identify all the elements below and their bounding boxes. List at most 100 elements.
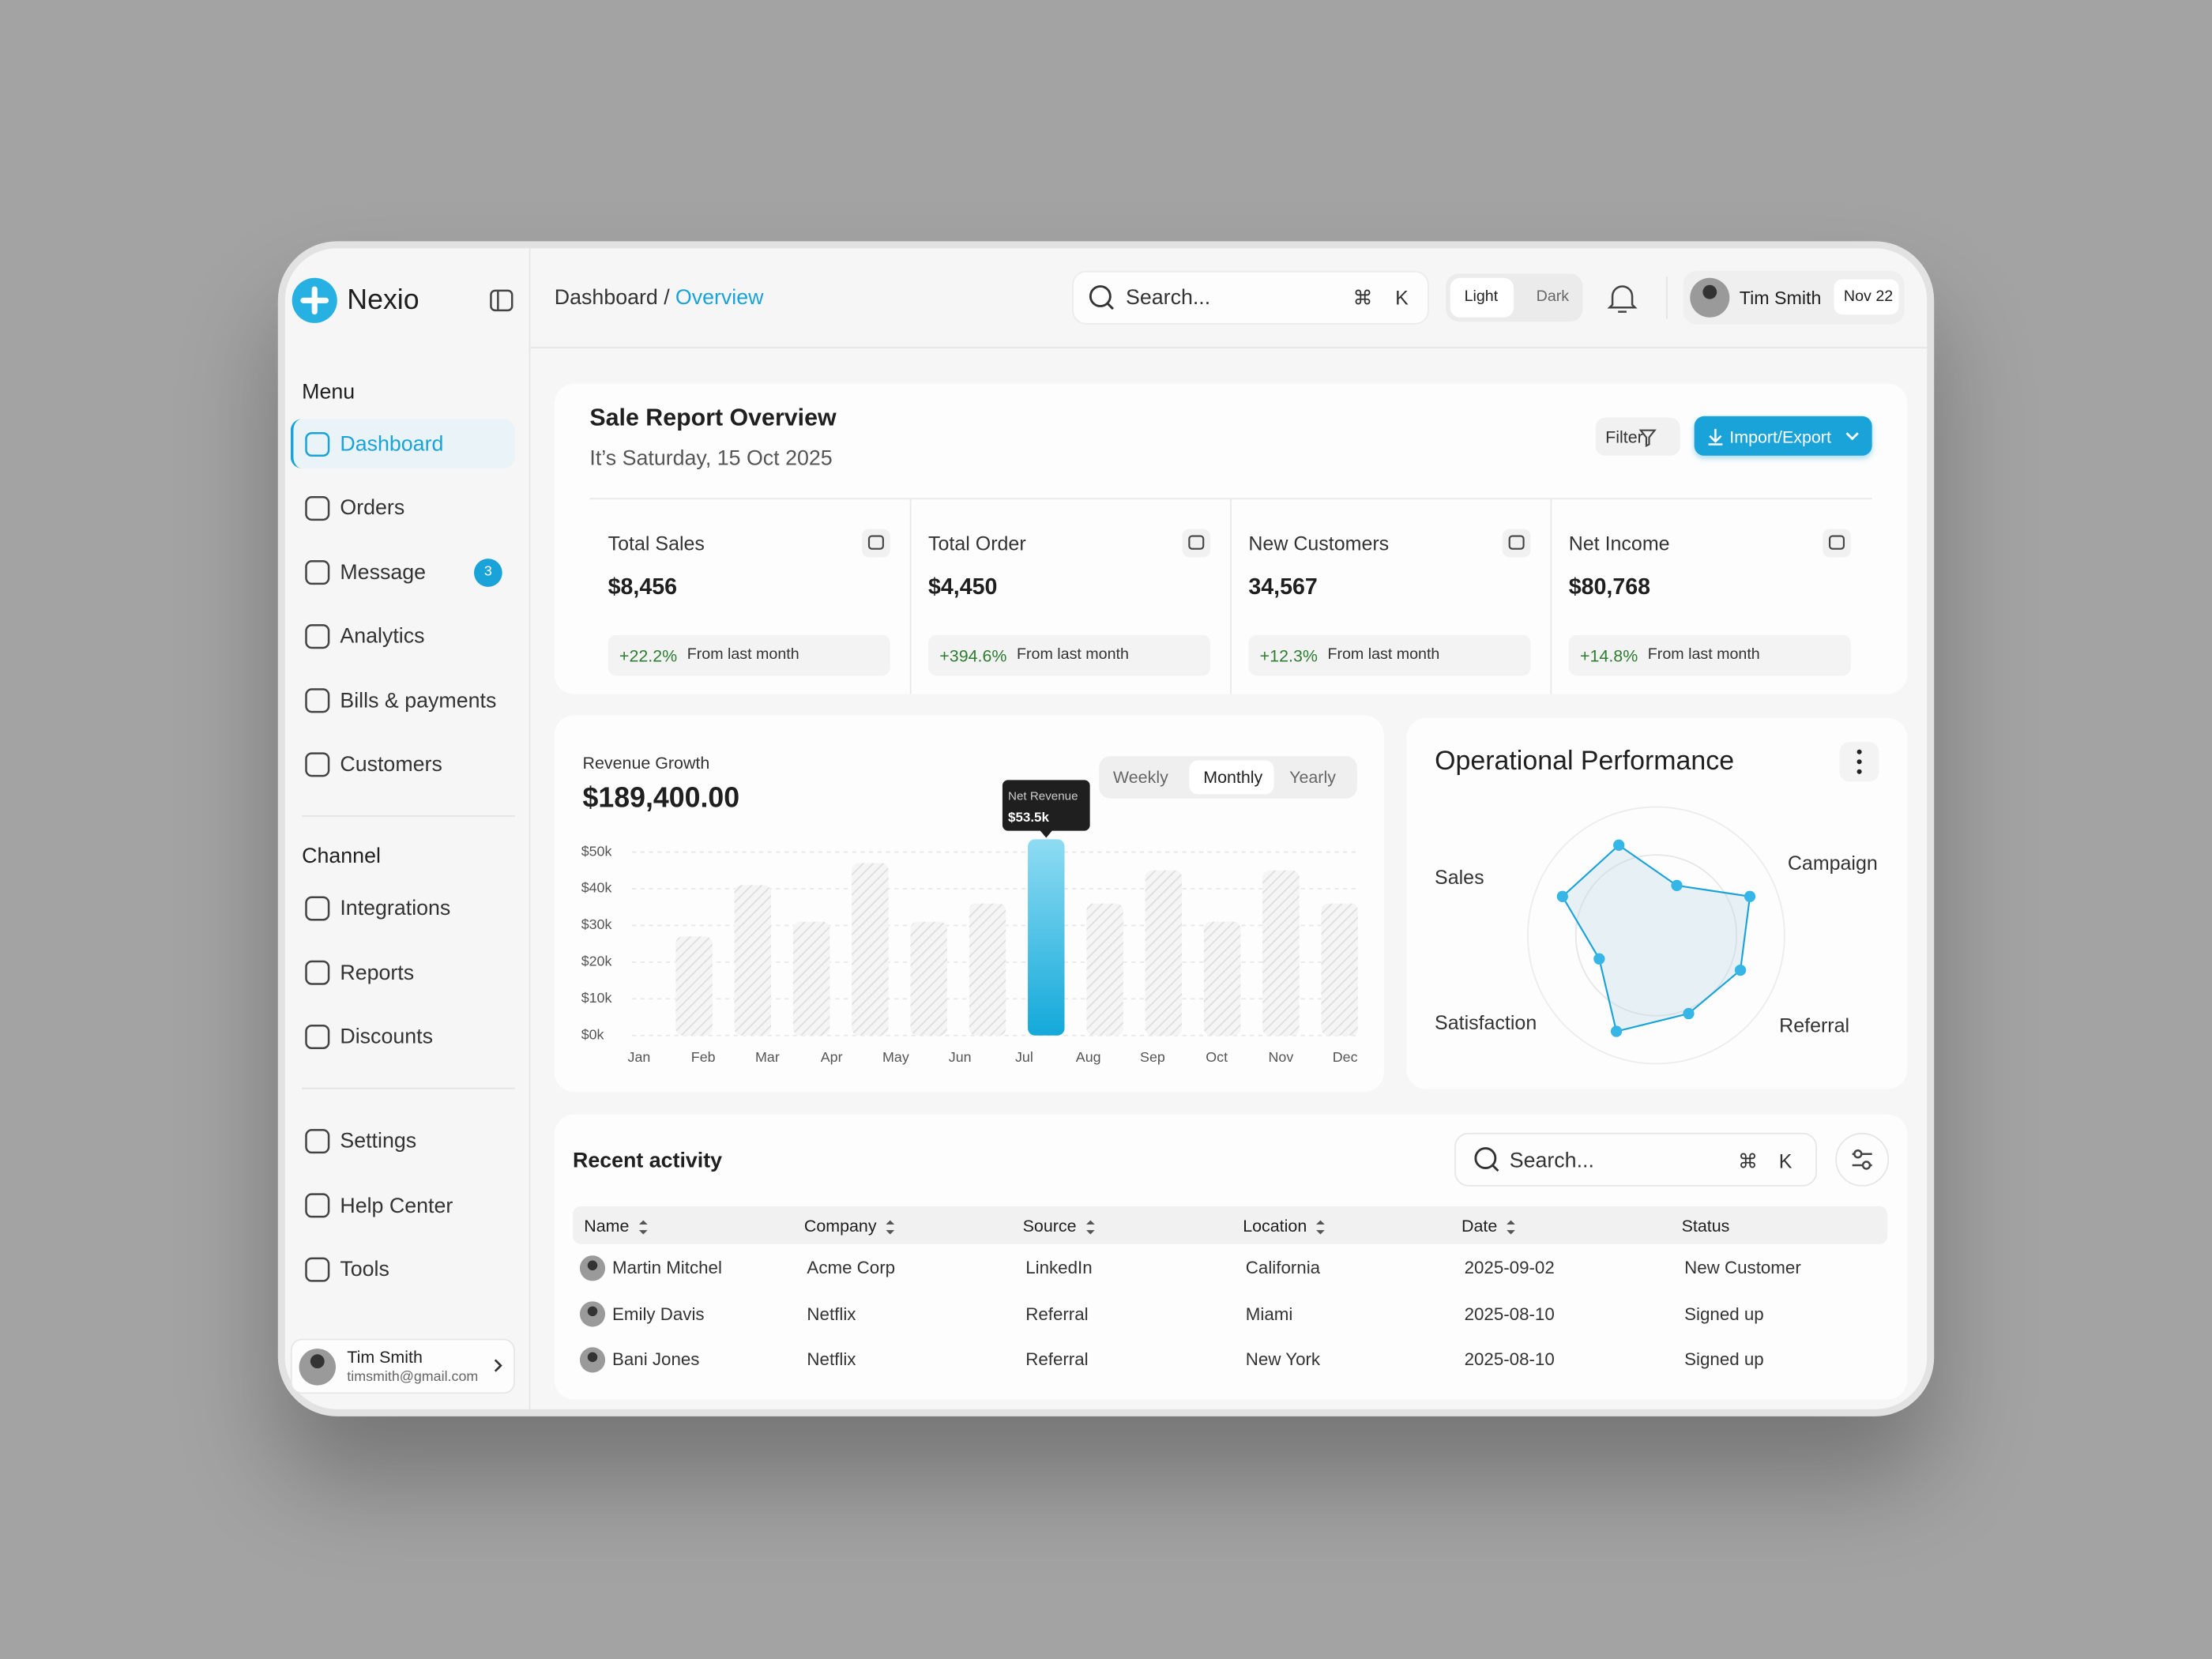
table-cell: Acme Corp: [807, 1258, 896, 1278]
chart-label: Revenue Growth: [582, 753, 710, 773]
radar-label: Satisfaction: [1435, 1012, 1537, 1034]
theme-light[interactable]: [1450, 277, 1514, 318]
stat-value: $8,456: [608, 575, 678, 600]
avatar-head: [310, 1354, 325, 1369]
x-tick-label: Feb: [691, 1049, 716, 1065]
breadcrumb: Dashboard / Overview: [555, 287, 764, 308]
stat-icon: [1508, 535, 1525, 550]
sidebar-toggle[interactable]: [490, 289, 514, 312]
user-name: Tim Smith: [347, 1347, 423, 1367]
x-tick-label: Nov: [1269, 1049, 1294, 1065]
tab-active[interactable]: [1189, 760, 1274, 795]
shortcut-key: K: [1778, 1149, 1793, 1172]
menu-item[interactable]: Integrations: [340, 896, 451, 921]
header-divider: [530, 347, 1928, 349]
table-cell: 2025-09-02: [1464, 1258, 1555, 1278]
radar-point: [1593, 953, 1605, 965]
stat-label: New Customers: [1248, 532, 1390, 555]
stat-change: +12.3% From last month: [1248, 634, 1531, 676]
column-header[interactable]: Date: [1462, 1217, 1516, 1234]
theme-option[interactable]: Dark: [1536, 288, 1570, 306]
search-icon: [1089, 285, 1112, 307]
export-button[interactable]: [1694, 416, 1872, 456]
logo-plus: [300, 286, 329, 315]
table-cell: California: [1245, 1258, 1321, 1278]
performance-card: [1406, 717, 1908, 1089]
stat-icon: [1182, 529, 1211, 558]
change-note: From last month: [687, 645, 799, 664]
change-note: From last month: [1327, 645, 1440, 664]
column-header[interactable]: Location: [1243, 1217, 1326, 1234]
user-card[interactable]: [290, 1338, 515, 1394]
column-label: Name: [584, 1216, 630, 1236]
menu-icon: [305, 496, 330, 521]
x-tick-label: Aug: [1076, 1049, 1101, 1065]
menu-icon: [305, 752, 330, 777]
menu-item[interactable]: Message: [340, 560, 427, 585]
bell-icon[interactable]: [1607, 285, 1638, 313]
column-label: Source: [1022, 1216, 1077, 1236]
column-header[interactable]: Company: [804, 1217, 895, 1234]
table-cell: LinkedIn: [1025, 1258, 1093, 1278]
column-header[interactable]: Source: [1023, 1217, 1095, 1234]
search-placeholder[interactable]: Search...: [1125, 285, 1211, 310]
radar-label: Campaign: [1788, 852, 1878, 875]
menu-item[interactable]: Customers: [340, 752, 442, 777]
menu-icon: [305, 688, 330, 713]
column-header: Status: [1682, 1217, 1730, 1234]
date-box: [1834, 279, 1899, 315]
shortcut-key: K: [1395, 286, 1409, 310]
menu-item[interactable]: Tools: [340, 1257, 389, 1282]
panel-title: Operational Performance: [1435, 747, 1735, 777]
tab[interactable]: Yearly: [1289, 767, 1336, 788]
radar-label: Referral: [1779, 1015, 1849, 1037]
stat-icon: [867, 535, 884, 550]
table-cell: Signed up: [1684, 1304, 1764, 1324]
sort-icon: [1086, 1220, 1095, 1235]
menu-item[interactable]: Dashboard: [340, 432, 444, 457]
y-tick-label: $50k: [581, 843, 612, 859]
x-tick-label: Mar: [755, 1049, 780, 1065]
y-tick-label: $30k: [581, 916, 612, 932]
tooltip-title: Net Revenue: [1008, 790, 1078, 803]
change-value: +14.8%: [1579, 645, 1638, 665]
change-value: +22.2%: [619, 645, 678, 665]
menu-icon: [305, 624, 330, 649]
column-header[interactable]: Name: [584, 1216, 648, 1236]
menu-icon: [305, 960, 330, 985]
table-cell: Referral: [1025, 1349, 1089, 1370]
table-filter[interactable]: [1835, 1132, 1890, 1187]
search-box[interactable]: [1072, 270, 1429, 325]
stat-icon: [1828, 535, 1845, 550]
tab[interactable]: Weekly: [1112, 767, 1168, 788]
table-search[interactable]: [1454, 1132, 1817, 1187]
section-title: Channel: [302, 844, 381, 869]
radar-label: Sales: [1435, 867, 1484, 889]
bar: [852, 863, 889, 1036]
search-icon: [1474, 1147, 1497, 1169]
menu-icon: [305, 1024, 330, 1050]
table-cell: Miami: [1245, 1304, 1293, 1324]
filter-button[interactable]: [1595, 417, 1680, 456]
menu-item[interactable]: Orders: [340, 496, 405, 521]
radar-point: [1610, 1025, 1623, 1037]
menu-item[interactable]: Reports: [340, 961, 415, 985]
radar-point: [1734, 964, 1747, 976]
menu-item[interactable]: Help Center: [340, 1193, 453, 1218]
y-tick-label: $10k: [581, 990, 612, 1006]
bar: [1086, 903, 1123, 1036]
menu-item[interactable]: Discounts: [340, 1025, 433, 1049]
stat-icon: [1823, 529, 1851, 558]
menu-item[interactable]: Bills & payments: [340, 688, 497, 713]
table-cell: 2025-08-10: [1464, 1304, 1555, 1324]
section-title: Menu: [302, 380, 356, 404]
search-placeholder[interactable]: Search...: [1509, 1149, 1594, 1173]
theme-option[interactable]: Light: [1464, 288, 1499, 306]
brand: Nexio: [347, 284, 419, 316]
kebab-dot: [1856, 759, 1862, 765]
menu-item[interactable]: Settings: [340, 1129, 417, 1153]
tab[interactable]: Monthly: [1203, 767, 1263, 788]
stat-change: +394.6% From last month: [927, 634, 1211, 676]
menu-item[interactable]: Analytics: [340, 624, 425, 649]
